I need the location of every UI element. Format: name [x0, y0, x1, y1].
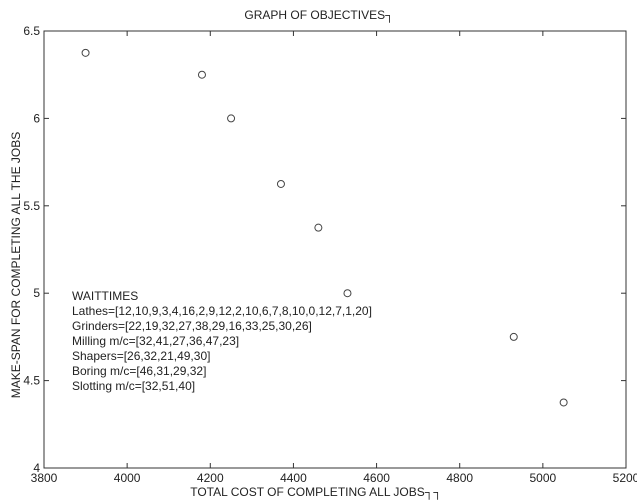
annotation-line: Boring m/c=[46,31,29,32]	[72, 364, 206, 378]
x-tick-label: 4400	[280, 471, 307, 485]
data-points	[81, 48, 568, 407]
data-point	[227, 114, 236, 123]
plot-frame	[43, 30, 627, 469]
y-axis-label: MAKE-SPAN FOR COMPLETING ALL THE JOBS	[9, 132, 23, 399]
waittimes-annotation: WAITTIMESLathes=[12,10,9,3,4,16,2,9,12,2…	[72, 289, 372, 393]
x-tick-label: 5200	[613, 471, 637, 485]
y-tick-label: 6	[33, 111, 40, 125]
annotation-line: Grinders=[22,19,32,27,38,29,16,33,25,30,…	[72, 319, 312, 333]
data-point	[197, 70, 206, 79]
x-axis-label: TOTAL COST OF COMPLETING ALL JOBS┐┐	[190, 485, 442, 500]
x-tick-label: 3800	[31, 471, 58, 485]
data-point	[314, 223, 323, 232]
y-tick-label: 5.5	[23, 199, 40, 213]
data-point	[81, 48, 90, 57]
x-tick-label: 4000	[114, 471, 141, 485]
y-tick-label: 5	[33, 286, 40, 300]
annotation-line: Milling m/c=[32,41,27,36,47,23]	[72, 334, 239, 348]
x-tick-label: 4200	[197, 471, 224, 485]
y-tick-label: 4.5	[23, 374, 40, 388]
annotation-line: Slotting m/c=[32,51,40]	[72, 379, 195, 393]
x-tick-label: 4800	[446, 471, 473, 485]
data-point	[559, 398, 568, 407]
x-axis: 3800 4000 4200 4400 4600 4800 5000 5200	[31, 31, 637, 485]
annotation-line: Lathes=[12,10,9,3,4,16,2,9,12,2,10,6,7,8…	[72, 304, 372, 318]
y-tick-label: 6.5	[23, 24, 40, 38]
annotation-line: WAITTIMES	[72, 289, 138, 303]
x-tick-label: 5000	[530, 471, 557, 485]
y-axis: 4 4.5 5 5.5 6 6.5	[23, 24, 626, 475]
x-tick-label: 4600	[363, 471, 390, 485]
data-point	[276, 179, 285, 188]
y-tick-label: 4	[33, 461, 40, 475]
data-point	[343, 289, 352, 298]
data-point	[509, 332, 518, 341]
annotation-line: Shapers=[26,32,21,49,30]	[72, 349, 210, 363]
chart-title: GRAPH OF OBJECTIVES┐	[244, 8, 393, 23]
